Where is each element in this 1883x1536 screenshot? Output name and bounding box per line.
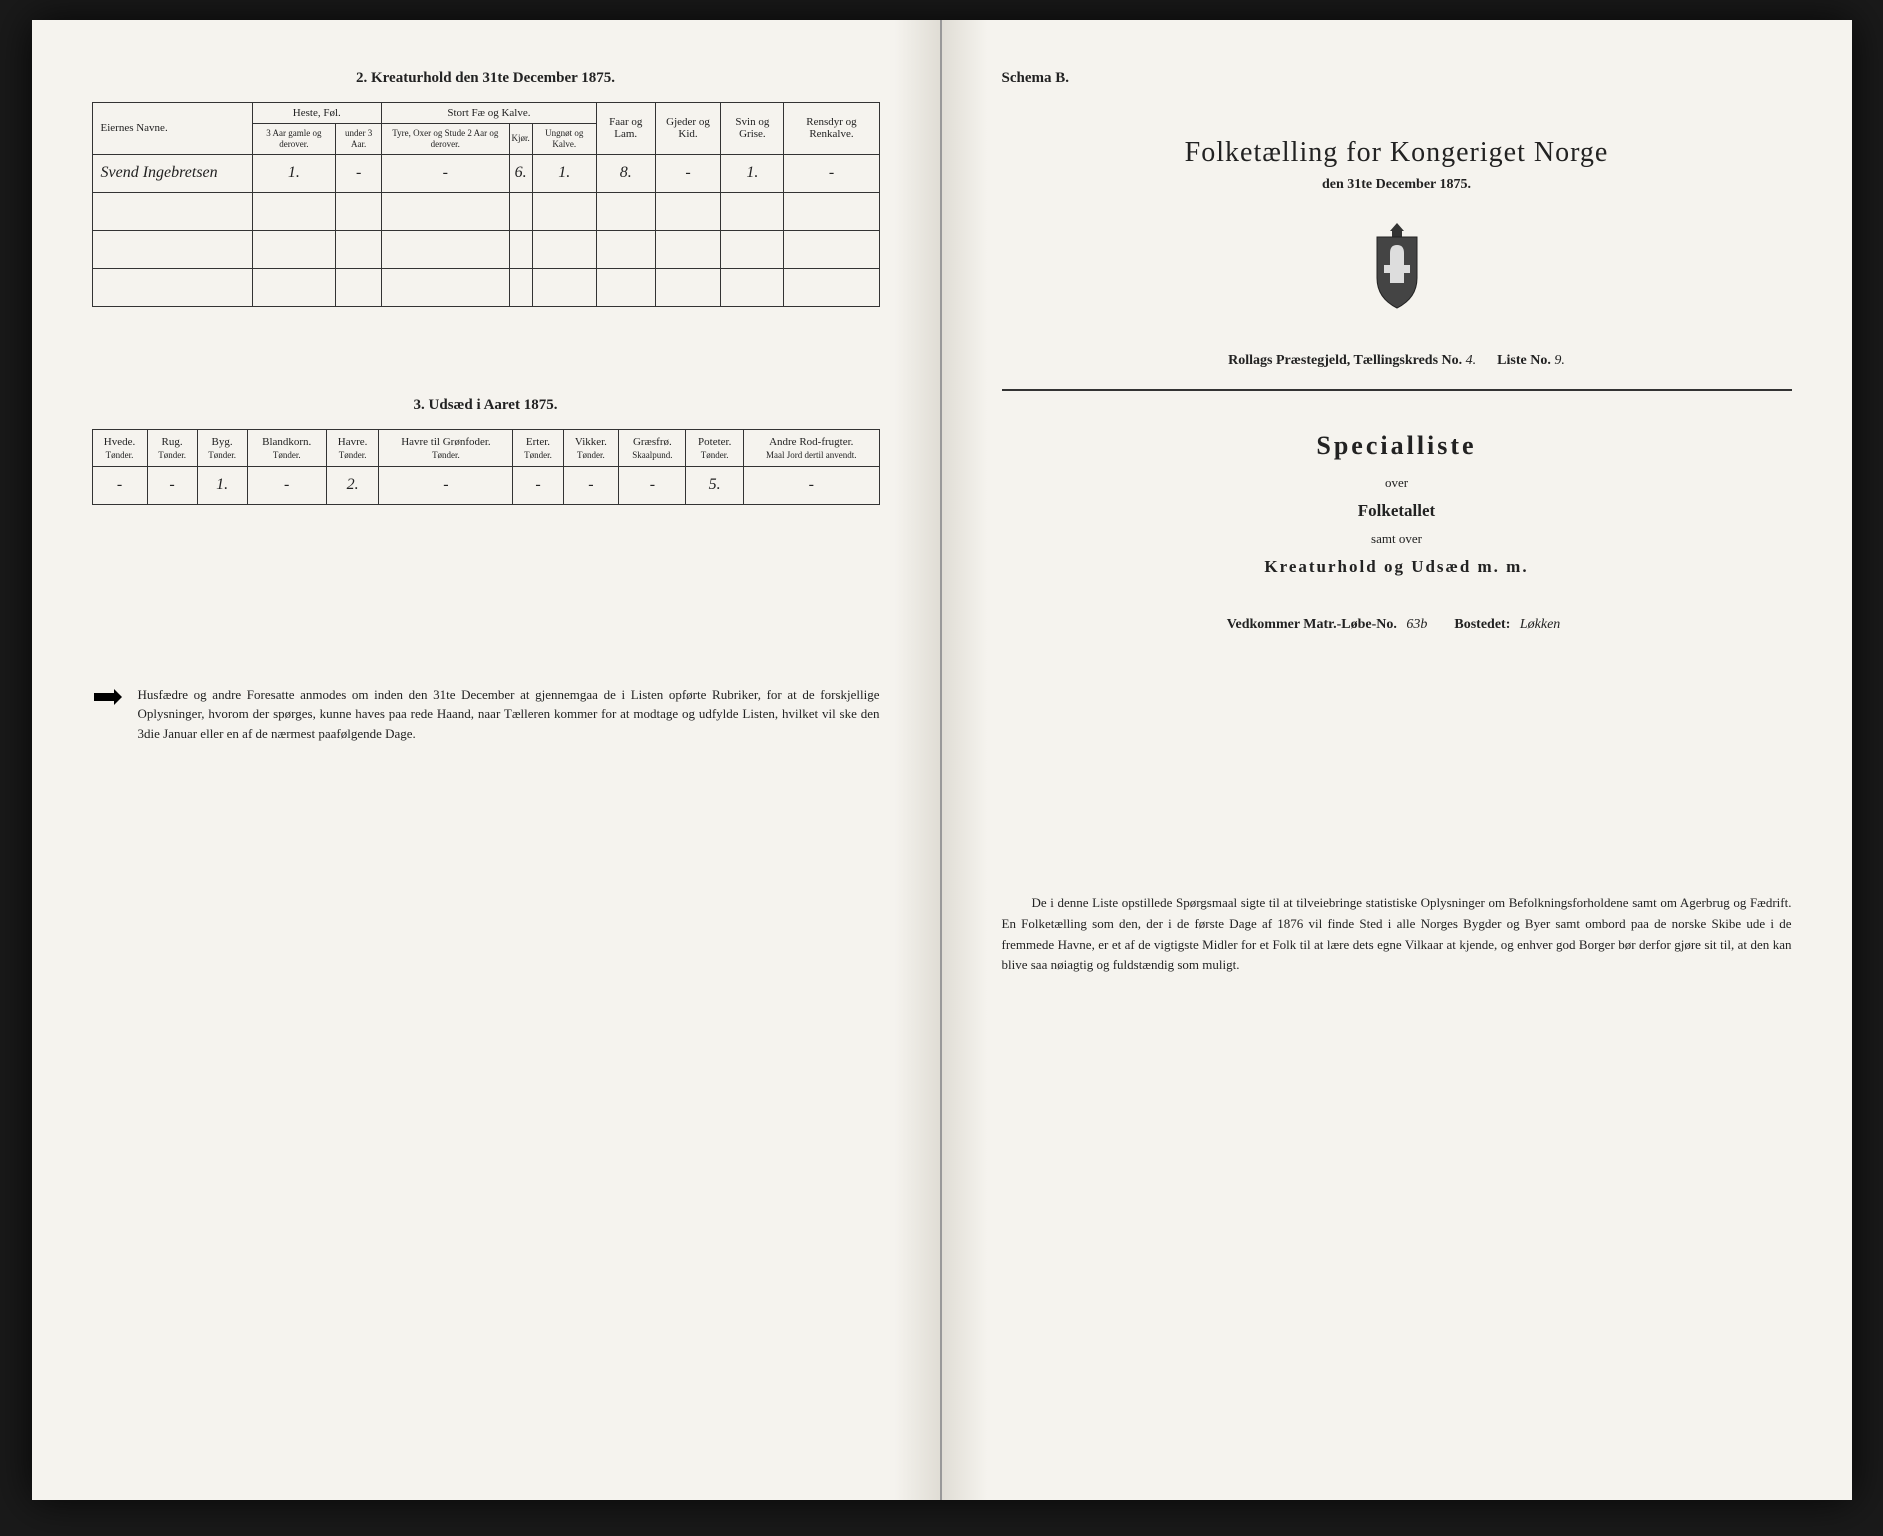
cell-havre-gron: -: [379, 466, 513, 504]
col-havre: Havre.Tønder.: [326, 429, 379, 466]
cell-erter: -: [513, 466, 563, 504]
cell-rodfrugter: -: [743, 466, 879, 504]
cell-havre: 2.: [326, 466, 379, 504]
table-row: - - 1. - 2. - - - - 5. -: [92, 466, 879, 504]
col-stortfae: Stort Fæ og Kalve.: [382, 103, 597, 124]
col-tyre: Tyre, Oxer og Stude 2 Aar og derover.: [382, 124, 509, 155]
table-row: [92, 268, 879, 306]
census-title: Folketælling for Kongeriget Norge: [1002, 137, 1792, 169]
cell-rug: -: [147, 466, 197, 504]
cell-hvede: -: [92, 466, 147, 504]
bosted-value: Løkken: [1514, 617, 1566, 632]
footnote: Husfædre og andre Foresatte anmodes om i…: [92, 685, 880, 744]
col-heste-3aar: 3 Aar gamle og derover.: [252, 124, 336, 155]
left-page: 2. Kreaturhold den 31te December 1875. E…: [32, 20, 942, 1500]
col-erter: Erter.Tønder.: [513, 429, 563, 466]
col-poteter: Poteter.Tønder.: [686, 429, 744, 466]
col-ungnot: Ungnøt og Kalve.: [532, 124, 596, 155]
liste-no: 9.: [1554, 353, 1565, 368]
cell-heste2: -: [336, 154, 382, 192]
kreaturhold-table: Eiernes Navne. Heste, Føl. Stort Fæ og K…: [92, 102, 880, 307]
parish-line: Rollags Præstegjeld, Tællingskreds No. 4…: [1002, 353, 1792, 369]
cell-byg: 1.: [197, 466, 247, 504]
cell-ren: -: [784, 154, 879, 192]
cell-poteter: 5.: [686, 466, 744, 504]
cell-vikker: -: [563, 466, 619, 504]
udsaed-table: Hvede.Tønder. Rug.Tønder. Byg.Tønder. Bl…: [92, 429, 880, 505]
col-graesfro: Græsfrø.Skaalpund.: [619, 429, 686, 466]
footnote-text: Husfædre og andre Foresatte anmodes om i…: [138, 685, 880, 744]
pointing-hand-icon: [92, 687, 124, 744]
col-gjeder: Gjeder og Kid.: [655, 103, 721, 155]
col-eiernes-navne: Eiernes Navne.: [92, 103, 252, 155]
cell-faar: 8.: [596, 154, 655, 192]
matr-line: Vedkommer Matr.-Løbe-No. 63b Bostedet: L…: [1002, 617, 1792, 633]
schema-label: Schema B.: [1002, 70, 1792, 87]
section2-title: 2. Kreaturhold den 31te December 1875.: [92, 70, 880, 87]
samt-over-label: samt over: [1002, 531, 1792, 547]
table-row: [92, 230, 879, 268]
over-label: over: [1002, 475, 1792, 491]
cell-svin: 1.: [721, 154, 784, 192]
col-rug: Rug.Tønder.: [147, 429, 197, 466]
specialliste-title: Specialliste: [1002, 431, 1792, 461]
kreaturhold-label: Kreaturhold og Udsæd m. m.: [1002, 557, 1792, 577]
col-hvede: Hvede.Tønder.: [92, 429, 147, 466]
col-faar: Faar og Lam.: [596, 103, 655, 155]
document-spread: 2. Kreaturhold den 31te December 1875. E…: [32, 20, 1852, 1500]
table3-header-row: Hvede.Tønder. Rug.Tønder. Byg.Tønder. Bl…: [92, 429, 879, 466]
cell-graesfro: -: [619, 466, 686, 504]
col-rensdyr: Rensdyr og Renkalve.: [784, 103, 879, 155]
col-svin: Svin og Grise.: [721, 103, 784, 155]
cell-stort2: 6.: [509, 154, 532, 192]
parish-label: Rollags Præstegjeld, Tællingskreds No.: [1228, 353, 1462, 368]
bottom-paragraph: De i denne Liste opstillede Spørgsmaal s…: [1002, 893, 1792, 976]
matr-no: 63b: [1400, 617, 1433, 632]
specialliste-block: Specialliste over Folketallet samt over …: [1002, 431, 1792, 577]
col-heste-under3: under 3 Aar.: [336, 124, 382, 155]
tellingskreds-no: 4.: [1466, 353, 1477, 368]
col-heste: Heste, Føl.: [252, 103, 382, 124]
col-blandkorn: Blandkorn.Tønder.: [247, 429, 326, 466]
section3-title: 3. Udsæd i Aaret 1875.: [92, 397, 880, 414]
right-page: Schema B. Folketælling for Kongeriget No…: [942, 20, 1852, 1500]
coat-of-arms-icon: [1002, 223, 1792, 318]
cell-heste1: 1.: [252, 154, 336, 192]
cell-gjeder: -: [655, 154, 721, 192]
col-kjor: Kjør.: [509, 124, 532, 155]
liste-label: Liste No.: [1497, 353, 1551, 368]
main-title-block: Folketælling for Kongeriget Norge den 31…: [1002, 137, 1792, 193]
folketallet-label: Folketallet: [1002, 501, 1792, 521]
table-row: Svend Ingebretsen 1. - - 6. 1. 8. - 1. -: [92, 154, 879, 192]
cell-stort1: -: [382, 154, 509, 192]
census-date: den 31te December 1875.: [1002, 177, 1792, 193]
cell-name: Svend Ingebretsen: [92, 154, 252, 192]
matr-label: Vedkommer Matr.-Løbe-No.: [1227, 617, 1397, 632]
cell-stort3: 1.: [532, 154, 596, 192]
divider: [1002, 389, 1792, 391]
table-row: [92, 192, 879, 230]
col-havre-gron: Havre til Grønfoder.Tønder.: [379, 429, 513, 466]
col-rodfrugter: Andre Rod-frugter.Maal Jord dertil anven…: [743, 429, 879, 466]
bosted-label: Bostedet:: [1454, 617, 1510, 632]
col-byg: Byg.Tønder.: [197, 429, 247, 466]
col-vikker: Vikker.Tønder.: [563, 429, 619, 466]
cell-blandkorn: -: [247, 466, 326, 504]
